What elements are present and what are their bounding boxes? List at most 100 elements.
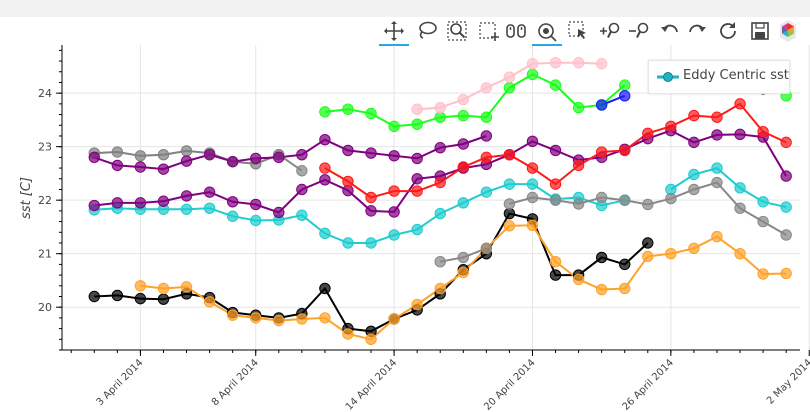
series-12-point-4[interactable] <box>503 71 516 83</box>
series-4-point-2[interactable] <box>711 162 723 174</box>
series-7-point-5[interactable] <box>434 176 446 189</box>
series-1-point-7[interactable] <box>296 313 308 325</box>
series-5-point-12[interactable] <box>780 229 792 241</box>
series-2-point-0[interactable] <box>434 256 446 268</box>
series-3-point-10[interactable] <box>319 227 331 240</box>
series-7-point-20[interactable] <box>780 136 792 149</box>
series-2-point-1[interactable] <box>457 251 469 264</box>
wheel-zoom-tool-button[interactable] <box>504 19 528 43</box>
series-1-point-20[interactable] <box>595 283 608 296</box>
series-4-point-1[interactable] <box>688 168 700 181</box>
series-12-point-7[interactable] <box>572 56 585 69</box>
series-3-point-15[interactable] <box>434 207 446 220</box>
series-10-point-7[interactable] <box>250 152 262 165</box>
series-10-point-13[interactable] <box>388 150 400 162</box>
series-7-point-11[interactable] <box>572 159 585 172</box>
series-4-point-5[interactable] <box>780 201 792 213</box>
series-10-point-3[interactable] <box>157 163 170 175</box>
series-1-point-5[interactable] <box>250 312 262 324</box>
series-12-point-8[interactable] <box>595 58 608 70</box>
series-10-point-14[interactable] <box>411 152 423 165</box>
series-10-point-2[interactable] <box>134 161 147 173</box>
series-5-point-9[interactable] <box>711 176 723 189</box>
series-1-point-23[interactable] <box>665 247 677 260</box>
series-13-point-0[interactable] <box>595 99 608 111</box>
legend[interactable]: Eddy Centric sst <box>648 60 790 94</box>
series-1-point-3[interactable] <box>203 296 216 308</box>
series-7-point-16[interactable] <box>688 109 700 122</box>
series-1-point-14[interactable] <box>457 266 469 279</box>
series-6-point-1[interactable] <box>111 197 124 209</box>
series-6-point-4[interactable] <box>180 190 193 202</box>
series-6-point-8[interactable] <box>273 206 285 219</box>
series-1-point-1[interactable] <box>157 282 170 295</box>
series-11-point-7[interactable] <box>480 111 493 123</box>
series-1-point-2[interactable] <box>180 281 193 293</box>
series-3-point-12[interactable] <box>365 237 377 249</box>
series-3-point-5[interactable] <box>203 202 216 214</box>
series-0-point-2[interactable] <box>134 292 147 305</box>
zoom-in-tool-button[interactable] <box>598 19 622 43</box>
series-0-point-3[interactable] <box>157 293 170 305</box>
series-1-point-12[interactable] <box>411 298 423 311</box>
series-1-point-16[interactable] <box>503 220 516 232</box>
series-11-point-5[interactable] <box>434 111 446 123</box>
series-6-point-19[interactable] <box>526 135 539 148</box>
series-8-point-3[interactable] <box>157 148 170 161</box>
series-7-point-10[interactable] <box>549 178 562 190</box>
series-7-point-7[interactable] <box>480 151 493 164</box>
series-3-point-9[interactable] <box>296 209 308 221</box>
series-1-point-10[interactable] <box>365 333 377 345</box>
series-5-point-8[interactable] <box>688 183 700 196</box>
series-11-point-8[interactable] <box>503 82 516 94</box>
series-11-point-1[interactable] <box>342 103 354 115</box>
series-10-point-15[interactable] <box>434 142 446 154</box>
series-11-point-3[interactable] <box>388 120 400 133</box>
series-7-point-18[interactable] <box>734 98 746 110</box>
series-1-point-22[interactable] <box>642 250 654 263</box>
series-12-point-5[interactable] <box>526 58 539 70</box>
series-6-point-2[interactable] <box>134 197 147 209</box>
series-8-point-2[interactable] <box>134 150 147 162</box>
series-1-point-21[interactable] <box>619 282 631 295</box>
series-10-point-9[interactable] <box>296 148 308 161</box>
series-12-point-6[interactable] <box>549 56 562 69</box>
series-3-point-17[interactable] <box>480 186 493 198</box>
series-1-point-8[interactable] <box>319 312 331 324</box>
series-1-point-6[interactable] <box>273 314 285 327</box>
series-5-point-1[interactable] <box>526 191 539 204</box>
series-6-point-10[interactable] <box>319 174 331 186</box>
series-7-point-1[interactable] <box>342 175 354 188</box>
series-1-point-13[interactable] <box>434 282 446 295</box>
series-1-point-9[interactable] <box>342 328 354 340</box>
series-1-point-24[interactable] <box>688 242 700 255</box>
series-6-point-9[interactable] <box>296 183 308 196</box>
series-3-point-13[interactable] <box>388 229 400 241</box>
series-11-point-0[interactable] <box>319 106 331 118</box>
series-7-point-2[interactable] <box>365 191 377 204</box>
series-6-point-13[interactable] <box>388 206 400 218</box>
series-6-point-6[interactable] <box>226 196 239 208</box>
tap-select-tool-button[interactable] <box>566 19 590 43</box>
series-13-point-1[interactable] <box>619 90 631 102</box>
series-7-point-6[interactable] <box>457 161 469 173</box>
series-11-point-11[interactable] <box>572 101 585 114</box>
series-5-point-0[interactable] <box>503 198 516 210</box>
series-6-point-3[interactable] <box>157 195 170 207</box>
series-6-point-0[interactable] <box>88 199 100 212</box>
series-1-point-25[interactable] <box>711 230 723 243</box>
series-6-point-5[interactable] <box>203 186 216 198</box>
hover-tool-button[interactable] <box>532 19 562 46</box>
series-5-point-6[interactable] <box>642 198 654 211</box>
series-12-point-3[interactable] <box>480 82 493 94</box>
series-4-point-4[interactable] <box>757 196 769 208</box>
series-6-point-26[interactable] <box>688 136 700 149</box>
series-5-point-11[interactable] <box>757 215 769 228</box>
save-tool-button[interactable] <box>748 19 772 43</box>
series-3-point-16[interactable] <box>457 197 469 209</box>
zoom-in-box-tool-button[interactable] <box>445 19 469 43</box>
reset-tool-button[interactable] <box>716 19 740 43</box>
series-1-point-17[interactable] <box>526 219 539 232</box>
series-8-point-4[interactable] <box>180 145 193 157</box>
series-7-point-9[interactable] <box>526 162 539 174</box>
